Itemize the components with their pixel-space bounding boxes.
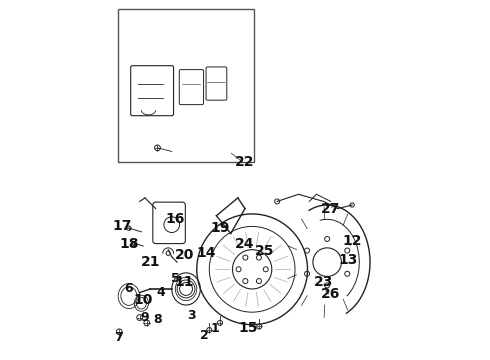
Text: 2: 2 — [199, 329, 208, 342]
Text: 24: 24 — [235, 237, 255, 251]
Text: 10: 10 — [133, 293, 153, 307]
Text: 7: 7 — [114, 331, 122, 344]
Text: 13: 13 — [339, 253, 358, 267]
Bar — [118, 9, 254, 162]
Text: 11: 11 — [174, 275, 194, 289]
Text: 4: 4 — [157, 286, 166, 299]
Text: 23: 23 — [314, 275, 333, 289]
Text: 9: 9 — [141, 311, 149, 324]
Text: 3: 3 — [187, 309, 196, 322]
Text: 17: 17 — [112, 220, 131, 233]
Text: 15: 15 — [239, 321, 258, 335]
Text: 27: 27 — [321, 202, 341, 216]
Text: 12: 12 — [343, 234, 362, 248]
Text: 22: 22 — [235, 155, 255, 169]
Text: 6: 6 — [124, 283, 133, 296]
Text: 8: 8 — [153, 313, 162, 326]
Text: 19: 19 — [210, 221, 230, 235]
Text: 1: 1 — [210, 322, 219, 335]
Text: 26: 26 — [321, 287, 341, 301]
Text: 18: 18 — [119, 237, 139, 251]
Text: 5: 5 — [171, 272, 180, 285]
Text: 25: 25 — [255, 244, 274, 258]
Text: 21: 21 — [141, 255, 160, 269]
Text: 14: 14 — [196, 246, 216, 260]
Text: 16: 16 — [166, 212, 185, 226]
Text: 20: 20 — [174, 248, 194, 262]
